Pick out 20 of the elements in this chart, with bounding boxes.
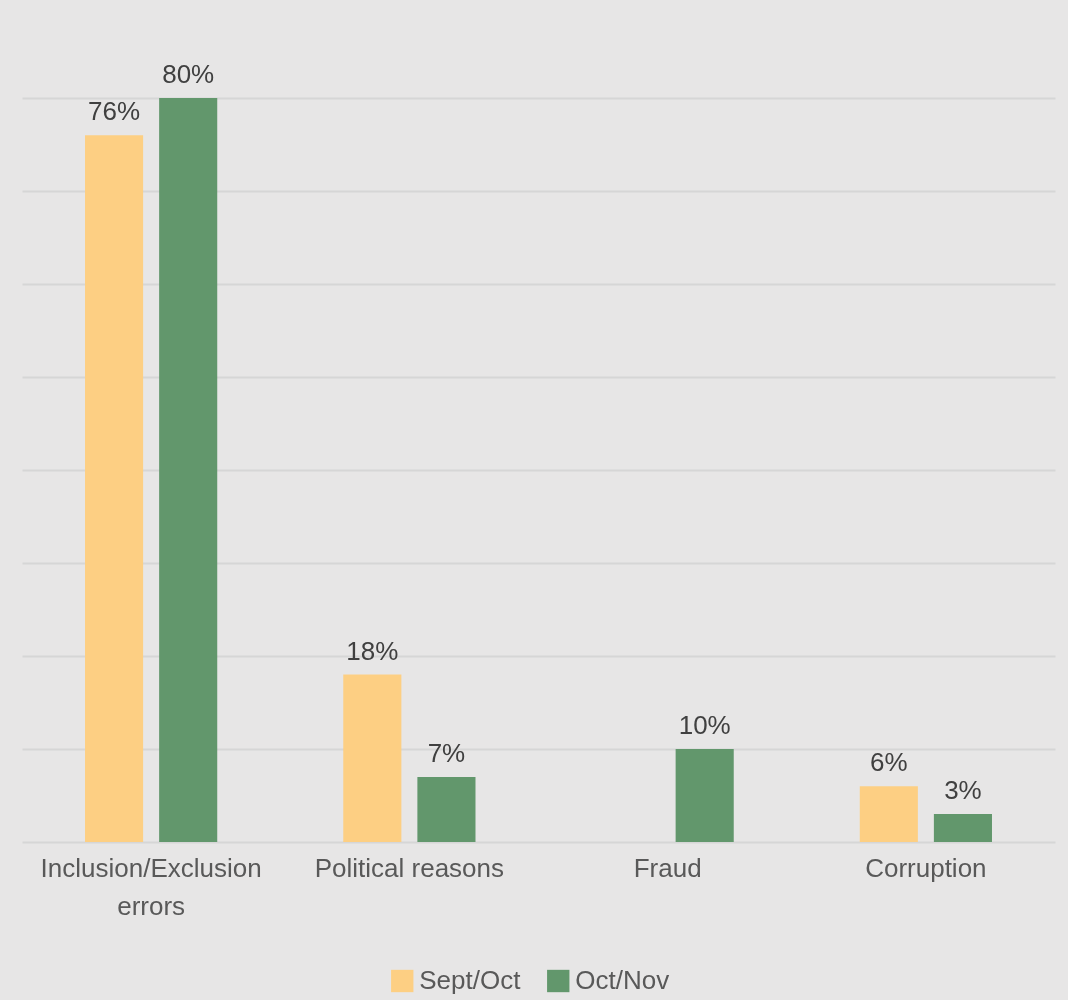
data-label: 6% [870,747,908,778]
x-tick-label: Political reasons [314,852,505,883]
legend-label: Oct/Nov [575,965,670,995]
data-label: 10% [678,710,731,740]
data-label: 7% [427,737,466,768]
bar [343,674,402,842]
bar [159,98,218,842]
data-label: 18% [346,635,399,666]
bar [417,776,476,842]
x-tick-label: Fraud [633,852,702,883]
data-label: 80% [162,59,215,89]
data-label: 76% [88,96,141,127]
data-label: 3% [944,775,982,806]
bar [85,135,144,842]
x-tick-label: Inclusion/Exclusion errors [40,852,262,921]
legend-label: Sept/Oct [419,965,522,995]
x-tick-label: Corruption [865,852,987,883]
bar [675,749,734,842]
bar [933,814,992,842]
bar [859,786,918,842]
